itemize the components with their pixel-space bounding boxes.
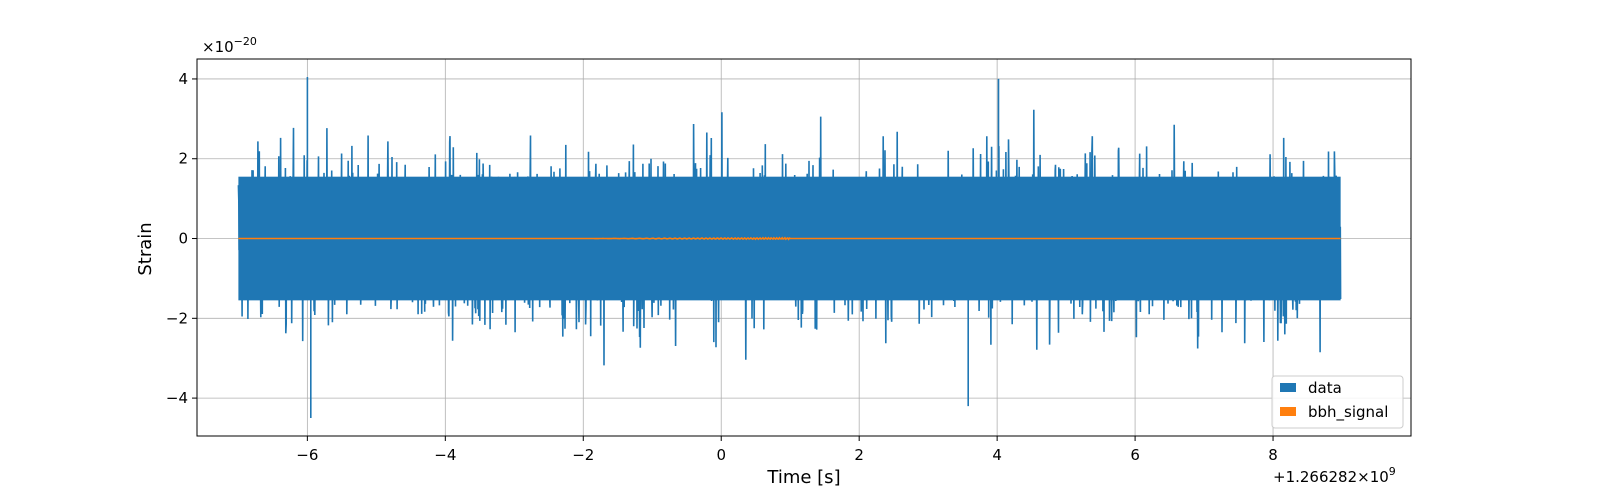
x-tick-label: 8 xyxy=(1268,446,1278,464)
legend-swatch-data xyxy=(1280,383,1296,392)
y-axis: −4 −2 0 2 4 xyxy=(166,70,197,407)
legend-box xyxy=(1271,375,1404,429)
x-offset-base: +1.266282×10 xyxy=(1273,468,1389,486)
y-tick-label: 2 xyxy=(178,150,188,168)
x-tick-label: 4 xyxy=(992,446,1002,464)
x-axis-label: Time [s] xyxy=(766,467,840,488)
y-tick-label: −4 xyxy=(166,389,188,407)
x-tick-label: −6 xyxy=(296,446,318,464)
y-tick-label: 0 xyxy=(178,230,188,248)
x-tick-label: 2 xyxy=(854,446,864,464)
x-tick-label: 6 xyxy=(1130,446,1140,464)
x-axis: −6 −4 −2 0 2 4 6 8 xyxy=(296,436,1278,464)
y-axis-label: Strain xyxy=(135,222,156,275)
y-tick-label: −2 xyxy=(166,309,188,327)
x-offset-label: +1.266282×109 xyxy=(1273,465,1396,486)
series-bbh-signal xyxy=(238,236,1341,241)
legend-label-bbh-signal: bbh_signal xyxy=(1308,403,1388,422)
y-scale-label: ×10−20 xyxy=(202,35,257,56)
y-scale-exp: −20 xyxy=(234,35,257,48)
plot-frame xyxy=(196,58,1412,437)
x-offset-exp: 9 xyxy=(1389,465,1396,478)
legend: data bbh_signal xyxy=(1271,375,1404,429)
y-tick-label: 4 xyxy=(178,70,188,88)
bbh-signal-line xyxy=(238,236,1341,241)
legend-swatch-bbh-signal xyxy=(1280,407,1296,416)
y-scale-base: ×10 xyxy=(202,38,234,56)
series-data xyxy=(237,77,1342,418)
x-tick-label: 0 xyxy=(716,446,726,464)
legend-label-data: data xyxy=(1308,379,1342,397)
x-tick-label: −4 xyxy=(434,446,456,464)
x-tick-label: −2 xyxy=(572,446,594,464)
